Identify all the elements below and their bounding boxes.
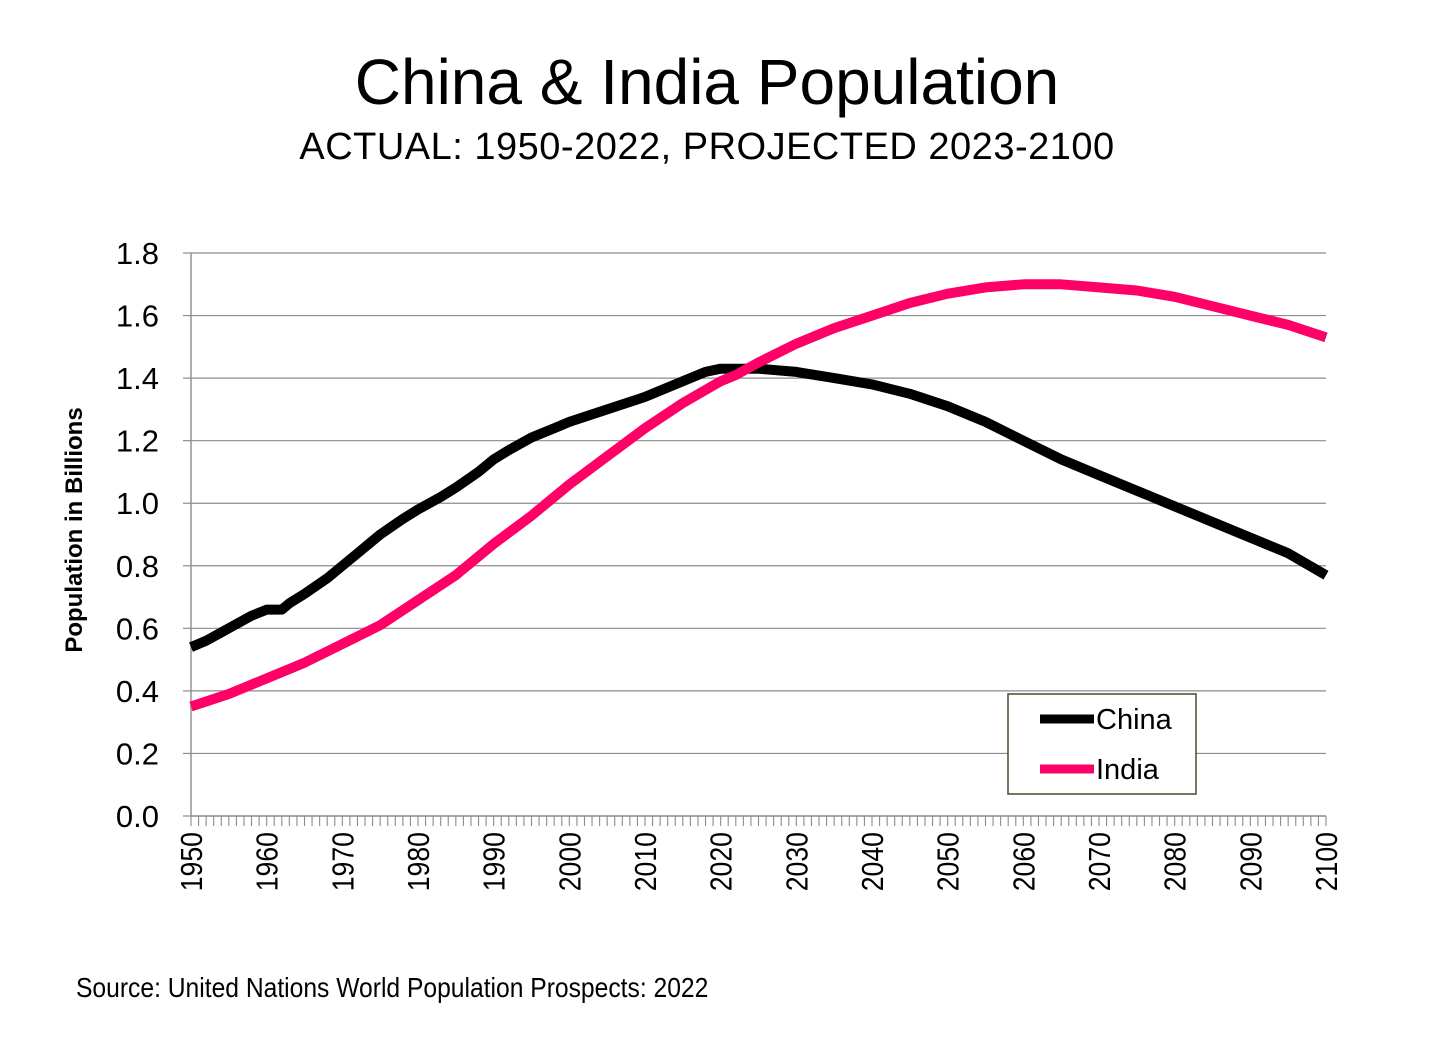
x-tick-label: 2070 — [1083, 832, 1117, 891]
y-tick-label: 1.6 — [116, 299, 159, 334]
series-line-china — [189, 363, 1329, 652]
x-tick-label: 2030 — [781, 832, 815, 891]
x-tick-label: 1980 — [402, 832, 436, 891]
x-tick-label: 2060 — [1008, 832, 1042, 891]
chart-title: China & India Population — [354, 46, 1060, 118]
x-tick-label: 2100 — [1310, 832, 1344, 891]
x-tick-label: 2050 — [932, 832, 966, 891]
x-axis-ticks: 1950 1960 1970 1980 1990 2000 2010 2020 2030 2040… — [175, 816, 1345, 891]
x-tick-label: 2010 — [629, 832, 663, 891]
y-axis-ticks: 0.0 0.2 0.4 0.6 0.8 1.0 1.2 1.4 1.6 1.8 — [116, 236, 191, 834]
series-line-india — [189, 279, 1328, 712]
legend-label-china: China — [1096, 704, 1173, 736]
x-tick-label: 1970 — [327, 832, 361, 891]
y-tick-label: 0.0 — [116, 799, 159, 834]
y-tick-label: 1.8 — [116, 236, 159, 271]
x-tick-label: 2040 — [856, 832, 890, 891]
y-tick-label: 0.8 — [116, 549, 159, 584]
source-note: Source: United Nations World Population … — [76, 972, 709, 1003]
y-tick-label: 0.6 — [116, 611, 159, 646]
y-tick-label: 1.4 — [116, 361, 159, 396]
series-lines — [189, 279, 1329, 712]
x-tick-label: 2000 — [554, 832, 588, 891]
x-tick-label: 2090 — [1235, 832, 1269, 891]
y-tick-label: 0.4 — [116, 674, 159, 709]
x-tick-label: 2020 — [705, 832, 739, 891]
y-tick-label: 0.2 — [116, 736, 159, 771]
y-axis-label: Population in Billions — [61, 407, 88, 652]
y-tick-label: 1.0 — [116, 486, 159, 521]
legend: China India — [1007, 693, 1197, 795]
y-tick-label: 1.2 — [116, 424, 159, 459]
grid-lines — [191, 252, 1326, 755]
x-tick-label: 2080 — [1159, 832, 1193, 891]
legend-box — [1007, 693, 1197, 795]
legend-label-india: India — [1096, 754, 1160, 786]
x-tick-label: 1960 — [251, 832, 285, 891]
chart-subtitle: ACTUAL: 1950-2022, PROJECTED 2023-2100 — [299, 126, 1115, 168]
x-tick-label: 1950 — [175, 832, 209, 891]
x-tick-label: 1990 — [478, 832, 512, 891]
